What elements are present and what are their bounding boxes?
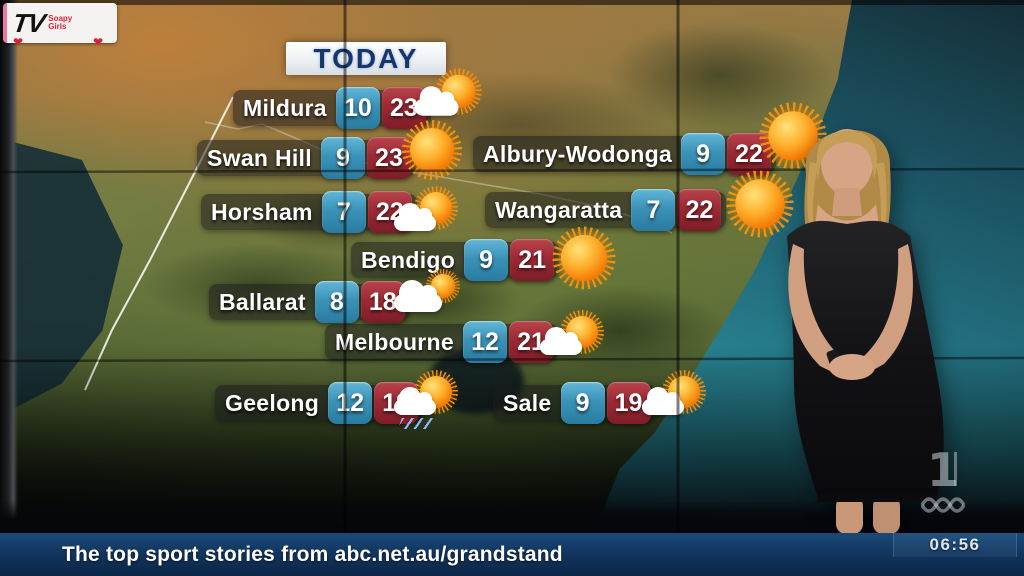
weather-icon-melbourne: [538, 310, 604, 370]
cloud-icon: [394, 387, 436, 415]
min-temp: 12: [328, 382, 373, 424]
cloud-icon: [394, 203, 436, 231]
watermark-sub-text: Soapy Girls: [48, 13, 73, 31]
cloud-icon: [540, 327, 582, 355]
min-temp: 8: [314, 281, 359, 323]
watermark-logo: TV Soapy Girls ❤ ❤: [3, 3, 117, 48]
cloud-icon: [414, 86, 459, 116]
city-row-wangaratta: Wangaratta 7 22: [485, 189, 727, 231]
city-name: Horsham: [211, 198, 313, 225]
weather-icon-sale: [640, 370, 706, 430]
min-temp: 9: [320, 137, 365, 179]
news-ticker: The top sport stories from abc.net.au/gr…: [0, 533, 1024, 576]
city-row-sale: Sale 9 19: [493, 382, 656, 424]
presenter-hands: [829, 354, 875, 380]
presenter-neck: [832, 188, 862, 216]
city-row-albury-wodonga: Albury-Wodonga 9 22: [473, 133, 777, 175]
sun-icon: [560, 234, 608, 282]
min-temp: 9: [681, 133, 726, 175]
city-name: Melbourne: [335, 328, 454, 355]
heart-icon: ❤: [13, 35, 24, 49]
max-temp: 22: [677, 189, 722, 231]
city-row-mildura: Mildura 10 23: [233, 87, 431, 129]
city-name: Ballarat: [219, 288, 306, 315]
weather-icon-ballarat: [394, 269, 460, 330]
abc1-bar: [954, 452, 957, 486]
min-temp: 10: [335, 87, 380, 129]
weather-icon-swan-hill: [399, 120, 465, 180]
min-temp: 12: [462, 321, 507, 363]
min-temp: 9: [560, 382, 605, 424]
weather-icon-geelong: [392, 370, 458, 430]
ticker-text: The top sport stories from abc.net.au/gr…: [62, 542, 563, 566]
min-temp: 7: [631, 189, 676, 231]
cloud-icon: [394, 280, 442, 312]
cloud-icon: [642, 387, 684, 415]
city-row-horsham: Horsham 7 22: [201, 191, 417, 233]
min-temp: 7: [321, 191, 366, 233]
weather-icon-bendigo: [549, 226, 618, 290]
studio-left-edge: [0, 0, 18, 533]
watermark-tv-text: TV: [10, 8, 47, 38]
city-name: Sale: [503, 389, 552, 416]
panel-top-edge: [0, 0, 1024, 5]
min-temp: 9: [464, 239, 509, 281]
channel-logo: 1: [912, 447, 974, 530]
city-name: Swan Hill: [207, 144, 312, 171]
heart-icon: ❤: [93, 35, 104, 49]
abc-lissajous-icon: [920, 497, 966, 513]
weather-icon-horsham: [392, 186, 458, 246]
city-name: Albury-Wodonga: [483, 140, 673, 167]
clock-time: 06:56: [929, 535, 981, 554]
rain-icon: [398, 418, 436, 429]
city-name: Mildura: [243, 94, 327, 121]
clock: 06:56: [893, 533, 1017, 557]
city-name: Wangaratta: [495, 196, 623, 223]
city-row-swan-hill: Swan Hill 9 23: [197, 137, 416, 179]
city-name: Geelong: [225, 389, 320, 416]
city-row-ballarat: Ballarat 8 18: [209, 281, 410, 323]
max-temp: 21: [510, 239, 555, 281]
sun-icon: [410, 128, 454, 172]
page-title: TODAY: [313, 42, 419, 74]
